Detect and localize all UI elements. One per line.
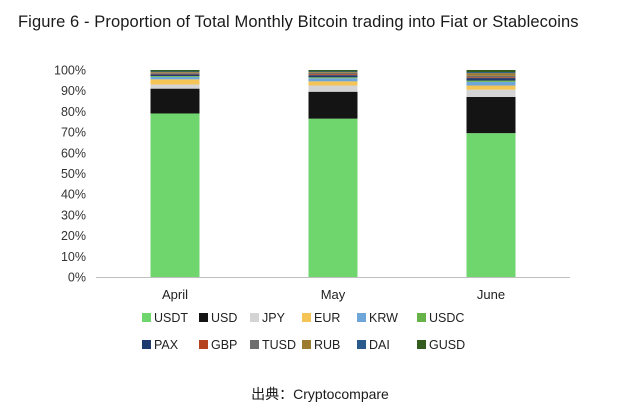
bars [150, 70, 516, 278]
bar-segment-gbp-june [466, 77, 516, 79]
legend-swatch-jpy [250, 313, 259, 322]
bar-segment-tusd-june [466, 75, 516, 78]
legend-swatch-dai [357, 340, 366, 349]
legend-label-usdc: USDC [429, 311, 464, 325]
y-tick-label: 20% [61, 229, 86, 243]
legend-swatch-eur [302, 313, 311, 322]
bar-segment-krw-june [466, 81, 516, 86]
legend-label-usdt: USDT [154, 311, 188, 325]
stacked-bar-chart: 0% 10% 20% 30% 40% 50% 60% 70% 80% 90% 100% April M… [54, 64, 570, 352]
bar-segment-usdt-april [150, 113, 200, 277]
legend-swatch-krw [357, 313, 366, 322]
legend-swatch-usdt [142, 313, 151, 322]
y-tick-label: 80% [61, 105, 86, 119]
y-tick-label: 10% [61, 250, 86, 264]
bar-segment-jpy-may [308, 85, 358, 92]
y-tick-label: 30% [61, 208, 86, 222]
bar-segment-tusd-may [308, 72, 358, 75]
bar-segment-rub-june [466, 73, 516, 76]
y-tick-label: 40% [61, 188, 86, 202]
legend-label-krw: KRW [369, 311, 398, 325]
bar-segment-jpy-june [466, 89, 516, 97]
bar-segment-usd-june [466, 96, 516, 134]
bar-segment-jpy-april [150, 84, 200, 89]
bar-segment-dai-may [308, 71, 358, 73]
legend-label-usd: USD [211, 311, 237, 325]
legend-label-pax: PAX [154, 338, 179, 352]
legend-swatch-usd [199, 313, 208, 322]
bar-segment-usdt-june [466, 133, 516, 277]
bar-segment-gbp-may [308, 74, 358, 76]
legend-swatch-pax [142, 340, 151, 349]
y-tick-label: 70% [61, 126, 86, 140]
legend-swatch-usdc [417, 313, 426, 322]
bar-segment-usd-may [308, 91, 358, 119]
source-note: 出典：Cryptocompare [251, 386, 389, 402]
y-tick-label: 60% [61, 146, 86, 160]
bar-segment-gusd-may [308, 70, 358, 72]
category-label: April [162, 287, 188, 302]
legend-label-dai: DAI [369, 338, 390, 352]
bar-segment-rub-may [308, 72, 358, 73]
y-tick-label: 100% [54, 64, 86, 78]
bar-segment-krw-may [308, 78, 358, 82]
legend-label-jpy: JPY [262, 311, 286, 325]
bar-segment-usdt-may [308, 118, 358, 278]
bar-segment-dai-june [466, 72, 516, 74]
legend-swatch-gusd [417, 340, 426, 349]
chart-title: Figure 6 - Proportion of Total Monthly B… [18, 13, 579, 31]
legend: USDT USD JPY EUR KRW USDC PAX GBP TUSD RUB DAI GUSD [142, 311, 465, 352]
y-tick-label: 0% [68, 271, 86, 285]
bar-segment-gbp-april [150, 73, 200, 75]
y-tick-label: 50% [61, 167, 86, 181]
bar-segment-usdc-may [308, 77, 358, 79]
legend-label-tusd: TUSD [262, 338, 296, 352]
legend-label-gusd: GUSD [429, 338, 465, 352]
legend-label-eur: EUR [314, 311, 340, 325]
bar-segment-gusd-april [150, 70, 200, 72]
legend-label-rub: RUB [314, 338, 340, 352]
legend-swatch-rub [302, 340, 311, 349]
bar-segment-rub-april [150, 72, 200, 73]
bar-segment-gusd-june [466, 70, 516, 73]
legend-swatch-tusd [250, 340, 259, 349]
bar-segment-dai-april [150, 71, 200, 73]
bar-segment-eur-june [466, 85, 516, 90]
y-tick-label: 90% [61, 84, 86, 98]
bar-segment-pax-june [466, 78, 516, 81]
bar-segment-usd-april [150, 88, 200, 114]
bar-segment-krw-april [150, 76, 200, 80]
category-label: May [321, 287, 346, 302]
bar-segment-usdc-june [466, 80, 516, 82]
legend-label-gbp: GBP [211, 338, 237, 352]
category-labels: April May June [162, 287, 505, 302]
bar-segment-usdc-april [150, 76, 200, 77]
bar-segment-tusd-april [150, 72, 200, 74]
bar-segment-eur-may [308, 81, 358, 86]
category-label: June [477, 287, 505, 302]
legend-swatch-gbp [199, 340, 208, 349]
bar-segment-eur-april [150, 79, 200, 85]
bar-segment-pax-may [308, 75, 358, 78]
y-axis-ticks: 0% 10% 20% 30% 40% 50% 60% 70% 80% 90% 100% [54, 64, 86, 285]
bar-segment-pax-april [150, 74, 200, 77]
